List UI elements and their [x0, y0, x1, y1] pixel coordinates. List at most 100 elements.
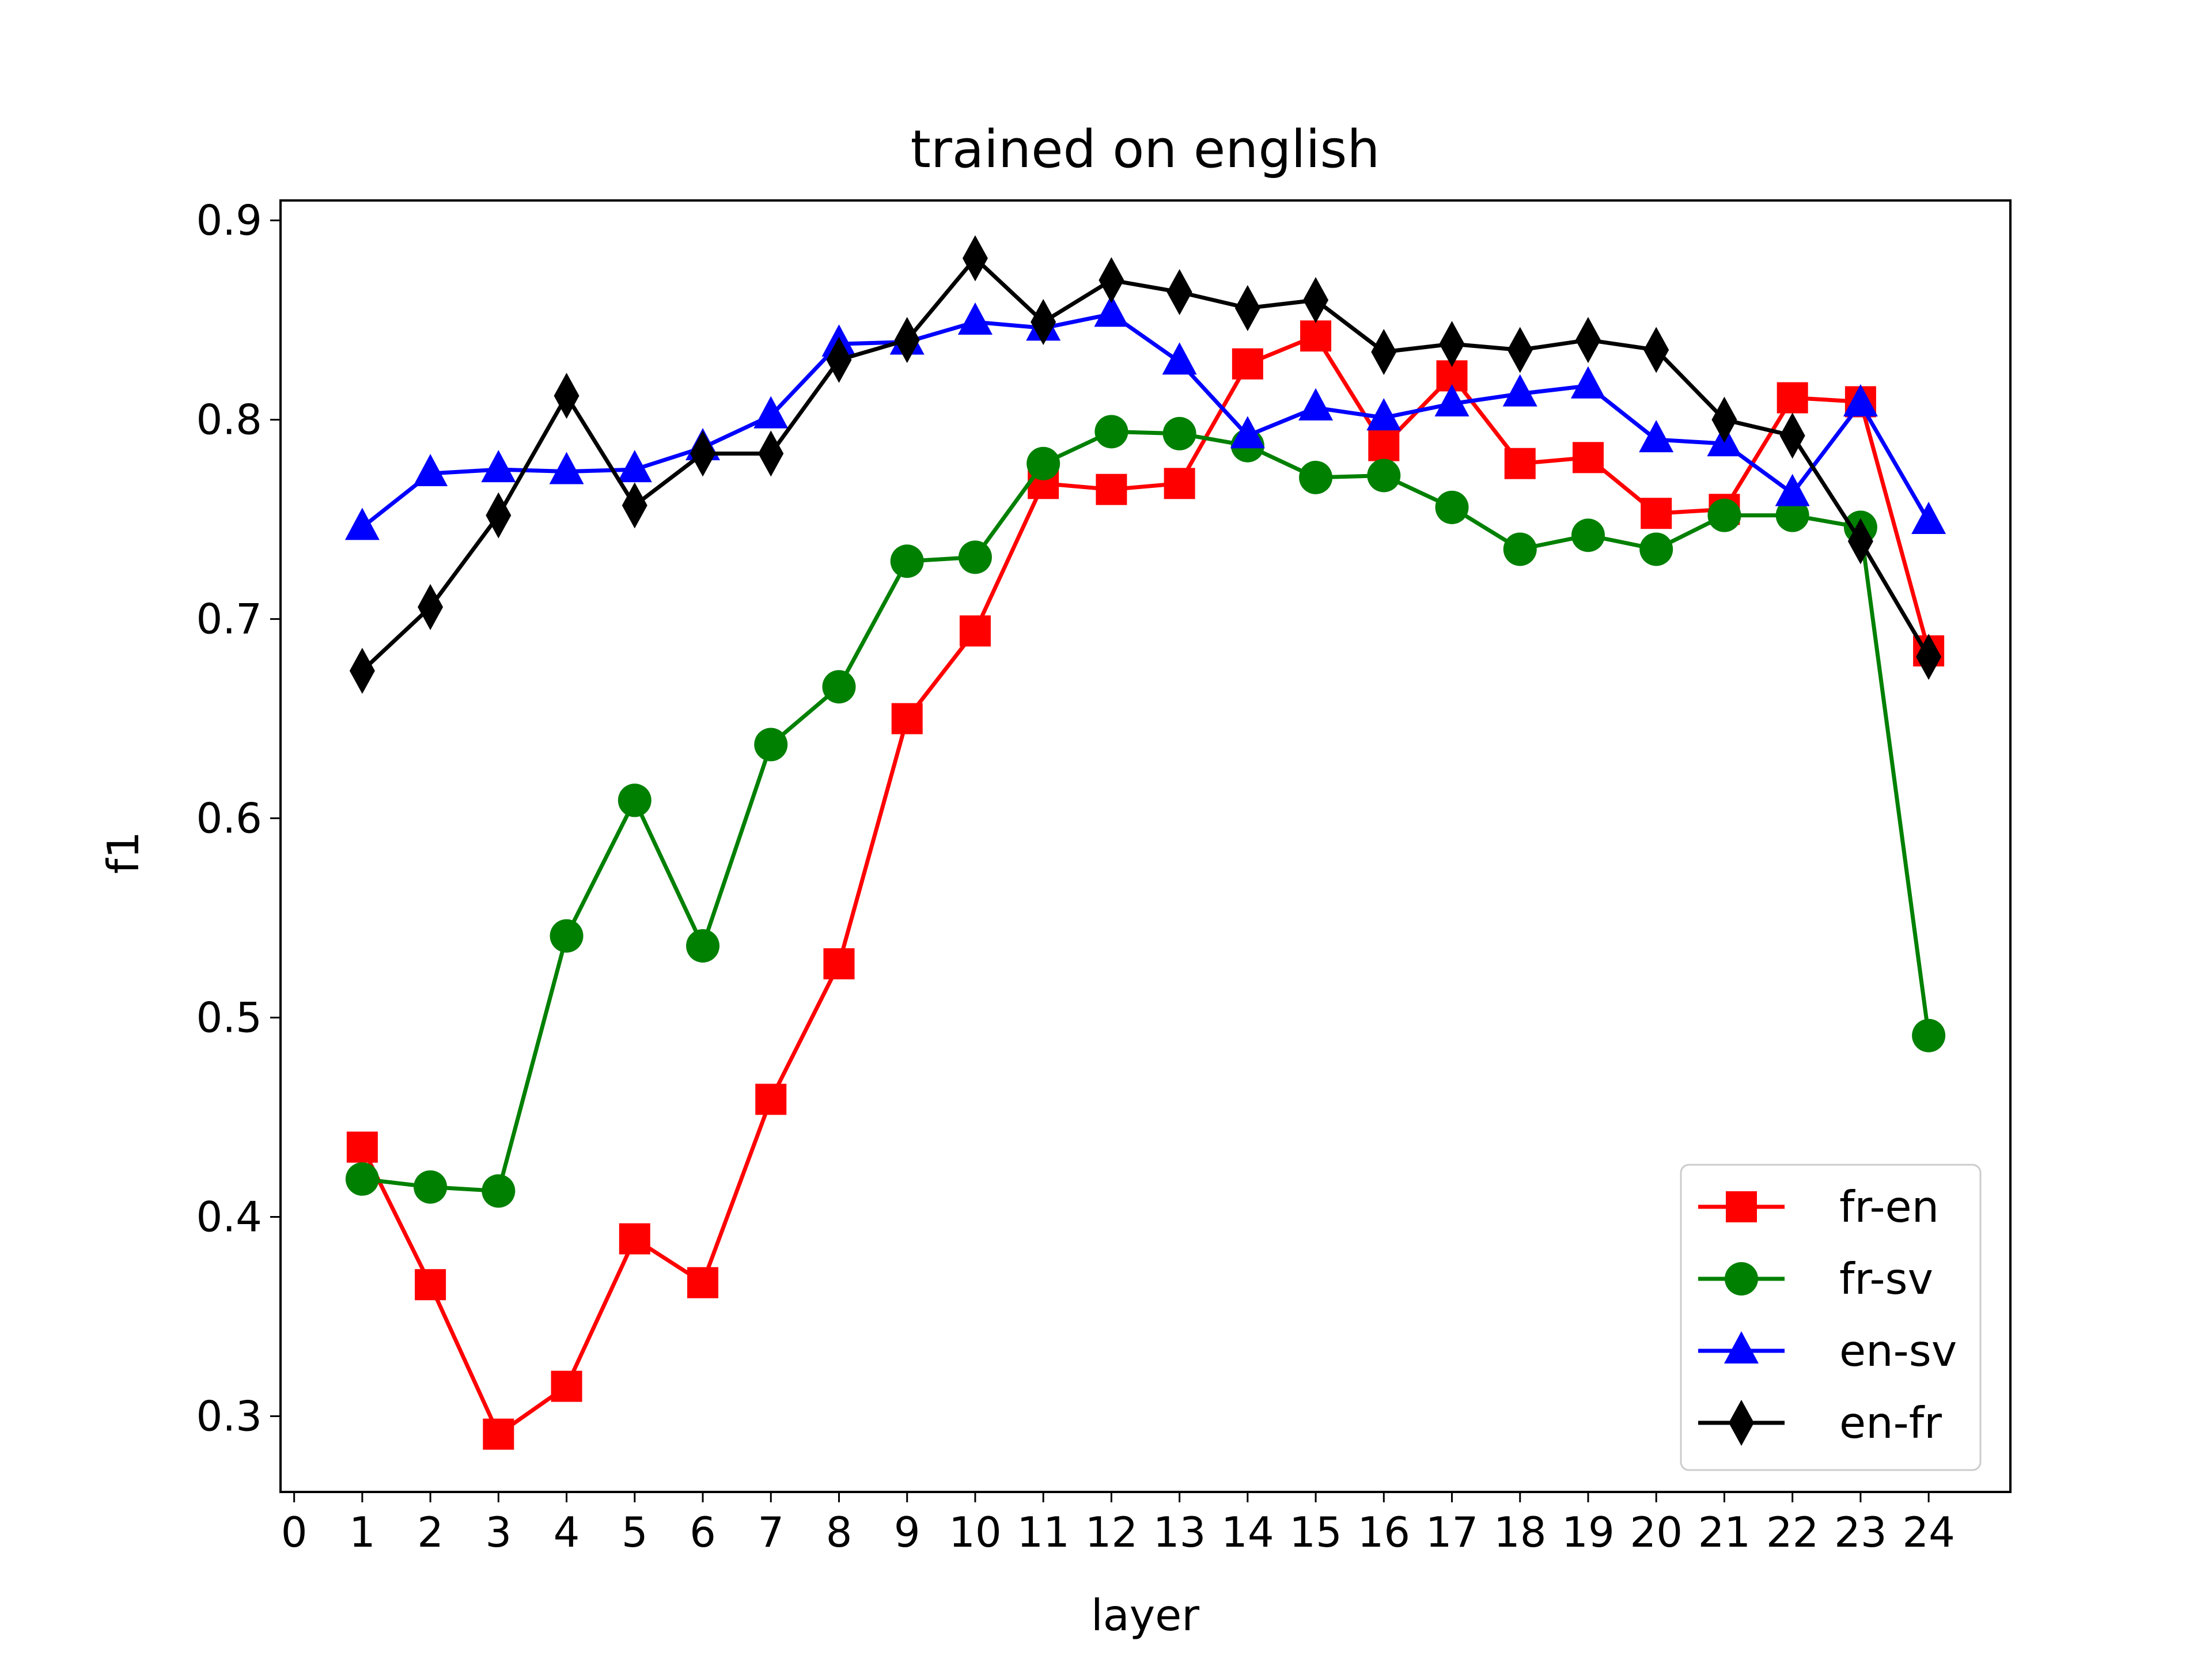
data-point-fr-en [823, 948, 855, 980]
legend-marker [1724, 1331, 1759, 1363]
data-point-en-fr [894, 317, 920, 363]
data-point-en-fr [554, 373, 579, 419]
data-point-en-fr [758, 430, 784, 477]
data-point-en-fr [1166, 269, 1192, 316]
x-tick-label: 20 [1630, 1508, 1683, 1556]
y-tick-label: 0.4 [196, 1193, 262, 1241]
legend-marker [1729, 1400, 1754, 1446]
data-point-fr-sv [482, 1174, 516, 1208]
legend-item-en-sv: en-sv [1698, 1325, 1957, 1376]
data-point-en-sv [1094, 294, 1129, 327]
data-point-fr-sv [1571, 518, 1605, 552]
data-point-en-fr [1371, 328, 1397, 375]
y-axis-label: f1 [98, 831, 149, 874]
x-axis-label: layer [1091, 1590, 1199, 1641]
x-tick-label: 0 [281, 1508, 308, 1556]
data-point-fr-sv [1435, 490, 1469, 524]
legend-label: en-fr [1839, 1397, 1942, 1448]
data-point-fr-en [346, 1131, 378, 1163]
x-tick-label: 6 [690, 1508, 716, 1556]
legend-marker [1726, 1191, 1757, 1222]
data-point-fr-sv [822, 670, 856, 704]
data-point-en-fr [1031, 299, 1056, 346]
data-point-fr-en [687, 1267, 719, 1298]
data-point-fr-en [483, 1418, 514, 1450]
chart-title: trained on english [911, 119, 1380, 180]
x-axis: 0 1 2 3 4 5 6 7 8 9 10 11 12 13 14 15 16 17 18 19 20 21 22 23 24 [281, 1492, 1955, 1556]
series-line-en-fr [361, 256, 1931, 673]
data-point-fr-en [415, 1269, 446, 1301]
data-point-en-sv [1502, 374, 1537, 407]
data-point-en-fr [418, 584, 444, 630]
x-tick-label: 3 [485, 1508, 512, 1556]
data-point-fr-en [1096, 474, 1127, 505]
x-tick-label: 23 [1834, 1508, 1887, 1556]
x-tick-label: 5 [622, 1508, 648, 1556]
data-point-en-fr [690, 430, 716, 477]
legend-item-fr-en: fr-en [1698, 1181, 1939, 1232]
x-tick-label: 2 [417, 1508, 444, 1556]
x-tick-label: 1 [349, 1508, 376, 1556]
x-tick-label: 16 [1357, 1508, 1410, 1556]
legend-label: en-sv [1839, 1325, 1957, 1376]
data-point-fr-sv [1639, 532, 1673, 566]
data-point-fr-sv [1707, 498, 1741, 532]
data-point-fr-en [1641, 498, 1672, 529]
data-point-fr-sv [618, 783, 652, 817]
x-tick-label: 4 [554, 1508, 580, 1556]
data-point-en-sv [549, 452, 584, 484]
data-point-en-fr [1847, 518, 1873, 565]
x-tick-label: 13 [1153, 1508, 1206, 1556]
legend: fr-en fr-sv en-sv en-fr [1680, 1164, 1982, 1471]
x-tick-label: 12 [1085, 1508, 1138, 1556]
legend-marker [1725, 1262, 1758, 1296]
data-point-fr-sv [1503, 532, 1537, 566]
data-point-en-fr [826, 336, 852, 383]
data-point-fr-en [1232, 348, 1263, 380]
data-point-fr-en [1572, 442, 1604, 474]
data-point-fr-sv [686, 929, 720, 963]
data-point-fr-en [551, 1370, 582, 1402]
y-tick-label: 0.7 [196, 595, 262, 643]
x-tick-label: 11 [1017, 1508, 1070, 1556]
data-point-fr-sv [890, 544, 924, 578]
data-point-fr-sv [1094, 415, 1128, 449]
data-point-fr-en [1164, 468, 1195, 499]
data-point-en-fr [1711, 396, 1737, 443]
data-point-fr-en [1777, 382, 1808, 414]
data-point-en-fr [622, 482, 647, 529]
data-point-en-fr [1916, 634, 1942, 680]
data-point-fr-sv [1912, 1018, 1946, 1052]
data-point-en-sv [1162, 342, 1197, 375]
y-axis: 0.3 0.4 0.5 0.6 0.7 0.8 0.9 [196, 196, 281, 1441]
x-tick-label: 19 [1562, 1508, 1615, 1556]
legend-box [1680, 1164, 1982, 1471]
data-point-en-fr [962, 235, 988, 282]
y-tick-label: 0.9 [196, 196, 262, 245]
x-tick-label: 9 [894, 1508, 921, 1556]
data-point-en-sv [1298, 388, 1334, 421]
data-point-fr-sv [1299, 460, 1333, 494]
data-point-en-fr [1099, 257, 1124, 304]
data-point-en-sv [1775, 474, 1810, 506]
y-tick-label: 0.8 [196, 396, 262, 444]
data-point-fr-en [959, 615, 991, 647]
series-en-sv [344, 294, 1946, 540]
series-en-fr [349, 235, 1942, 694]
x-tick-label: 22 [1766, 1508, 1819, 1556]
data-point-en-sv [1230, 416, 1265, 449]
data-point-fr-sv [958, 540, 992, 574]
y-tick-label: 0.3 [196, 1392, 262, 1441]
data-point-en-sv [1434, 384, 1469, 416]
x-tick-label: 17 [1426, 1508, 1479, 1556]
data-point-en-sv [1639, 420, 1674, 453]
legend-label: fr-sv [1839, 1253, 1933, 1304]
data-point-fr-sv [550, 919, 584, 953]
data-point-en-sv [1911, 502, 1946, 535]
data-point-fr-en [619, 1223, 650, 1255]
x-tick-label: 8 [826, 1508, 853, 1556]
series-line-fr-sv [362, 429, 1931, 1194]
data-point-fr-sv [414, 1170, 448, 1204]
legend-label: fr-en [1839, 1181, 1939, 1232]
